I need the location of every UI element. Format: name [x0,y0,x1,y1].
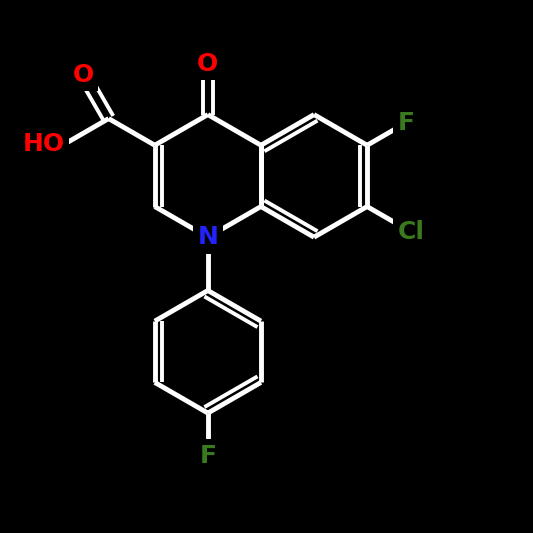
Text: F: F [398,110,415,135]
Text: O: O [197,52,219,76]
Text: HO: HO [22,132,65,156]
Text: O: O [72,63,94,87]
Text: N: N [197,225,219,249]
Text: F: F [199,443,216,468]
Text: Cl: Cl [398,220,424,244]
